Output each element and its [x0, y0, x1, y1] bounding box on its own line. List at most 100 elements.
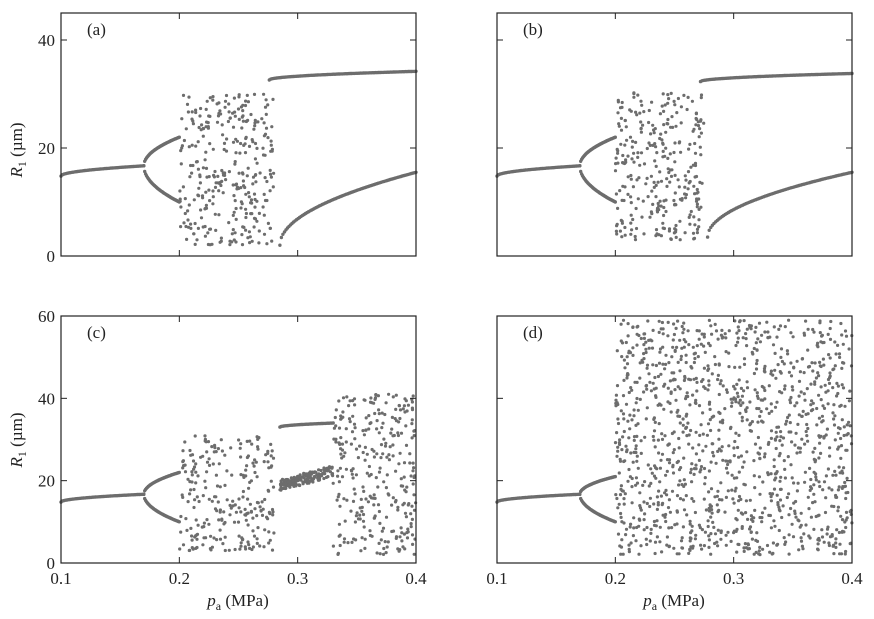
- data-point: [836, 426, 841, 430]
- data-point: [259, 509, 263, 513]
- data-point: [636, 155, 640, 159]
- data-point: [246, 497, 250, 501]
- data-point: [739, 403, 743, 407]
- data-point: [665, 535, 670, 539]
- data-point: [209, 534, 213, 538]
- data-point: [284, 486, 288, 490]
- data-point: [748, 498, 752, 502]
- data-point: [234, 217, 238, 221]
- data-point: [734, 400, 738, 404]
- data-point: [613, 474, 617, 479]
- data-point: [238, 446, 242, 450]
- x-tick-label: 0.3: [287, 569, 308, 588]
- data-point: [284, 482, 288, 486]
- data-point: [239, 455, 243, 459]
- data-point: [199, 106, 203, 111]
- data-point: [705, 433, 710, 437]
- data-point: [376, 503, 381, 507]
- data-point: [703, 530, 708, 534]
- data-point: [803, 470, 808, 474]
- data-point: [218, 528, 222, 532]
- data-point: [690, 480, 694, 484]
- data-point: [178, 547, 182, 551]
- data-point: [725, 390, 729, 394]
- data-point: [818, 321, 822, 325]
- data-point: [397, 462, 401, 466]
- data-point: [352, 422, 357, 426]
- data-point: [745, 418, 749, 422]
- data-point: [630, 388, 634, 392]
- data-point: [620, 221, 625, 225]
- data-point: [207, 497, 211, 501]
- data-point: [817, 513, 821, 517]
- data-point: [674, 235, 678, 239]
- data-point: [410, 418, 414, 422]
- data-point: [657, 330, 661, 334]
- data-point: [831, 411, 835, 415]
- data-point: [204, 166, 209, 170]
- data-point: [219, 239, 223, 243]
- data-point: [817, 393, 821, 397]
- data-point: [674, 223, 678, 228]
- data-point: [818, 441, 822, 445]
- data-point: [688, 522, 692, 526]
- data-point: [388, 445, 392, 449]
- data-point: [847, 420, 851, 424]
- data-point: [686, 170, 691, 174]
- data-point: [409, 474, 413, 478]
- data-point: [204, 190, 208, 194]
- data-point: [666, 443, 670, 447]
- data-point: [839, 456, 843, 460]
- data-point: [212, 175, 216, 179]
- data-point: [230, 232, 234, 236]
- data-point: [381, 552, 386, 557]
- data-point: [756, 337, 760, 341]
- data-point: [363, 458, 367, 462]
- data-point: [693, 151, 698, 155]
- data-point: [578, 492, 582, 496]
- data-point: [815, 406, 819, 411]
- data-point: [669, 391, 673, 395]
- data-point: [783, 325, 787, 329]
- data-point: [744, 499, 749, 503]
- data-point: [684, 394, 688, 399]
- data-point: [244, 192, 248, 196]
- data-point: [201, 543, 205, 547]
- data-point: [252, 92, 257, 96]
- data-point: [835, 381, 839, 385]
- data-point: [258, 544, 262, 548]
- data-point: [622, 502, 626, 506]
- data-point: [385, 455, 389, 459]
- data-point: [682, 456, 686, 460]
- data-point: [243, 142, 247, 146]
- data-point: [656, 503, 660, 507]
- data-point: [631, 325, 635, 329]
- data-point: [813, 380, 817, 384]
- data-point: [688, 142, 692, 146]
- data-point: [630, 418, 634, 422]
- data-point: [223, 105, 227, 109]
- data-point: [655, 507, 660, 511]
- data-point: [234, 151, 238, 155]
- data-point: [745, 450, 749, 454]
- data-point: [661, 327, 665, 331]
- data-point: [775, 493, 779, 497]
- data-point: [687, 442, 691, 446]
- data-point: [757, 407, 761, 411]
- data-point: [778, 487, 783, 491]
- data-point: [755, 394, 760, 398]
- data-point: [180, 144, 184, 148]
- data-point: [618, 459, 623, 463]
- data-point: [745, 327, 749, 331]
- data-point: [682, 321, 686, 325]
- data-point: [710, 508, 714, 512]
- data-point: [373, 496, 377, 500]
- data-point: [384, 441, 388, 445]
- data-point: [221, 171, 225, 175]
- data-point: [702, 497, 706, 501]
- data-point: [228, 513, 232, 517]
- data-point: [398, 535, 402, 539]
- data-point: [744, 510, 748, 515]
- data-point: [794, 515, 798, 519]
- data-point: [354, 473, 358, 477]
